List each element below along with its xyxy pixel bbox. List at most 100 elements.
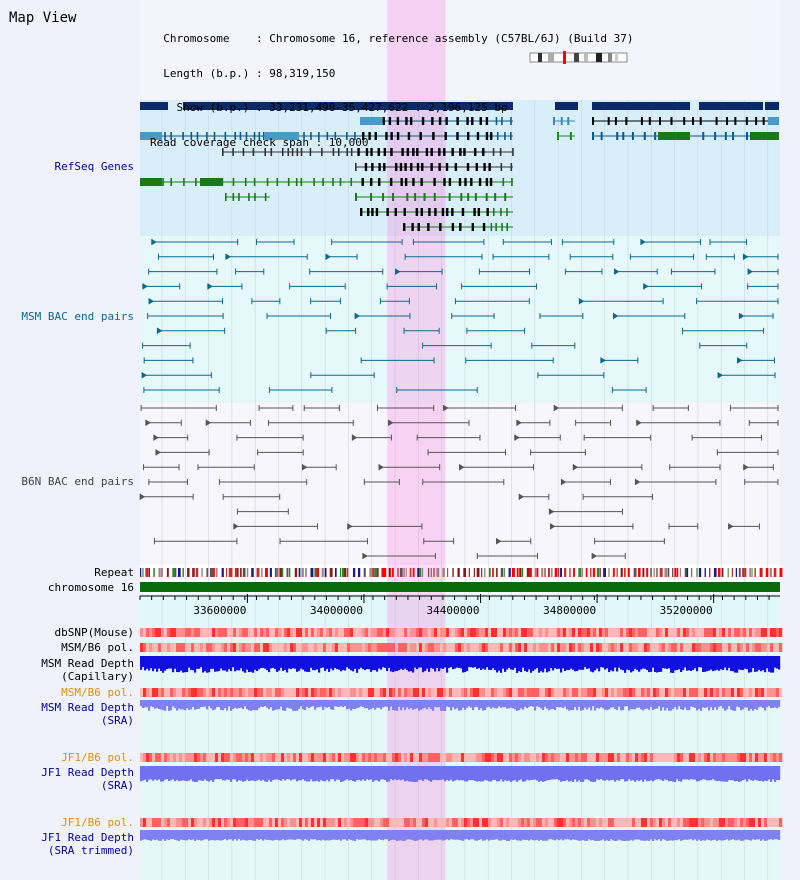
exon bbox=[382, 193, 385, 201]
label-msm-pol-2[interactable]: MSM/B6 pol. bbox=[61, 686, 134, 699]
pol-cell bbox=[641, 688, 645, 697]
pol-cell bbox=[512, 753, 516, 762]
pol-cell bbox=[716, 643, 720, 652]
exon bbox=[350, 148, 353, 156]
refseq-gene-block bbox=[555, 102, 578, 110]
pol-cell bbox=[176, 628, 180, 637]
depth-bar bbox=[744, 766, 747, 780]
depth-bar bbox=[532, 656, 535, 671]
label-jf1-pol[interactable]: JF1/B6 pol. bbox=[61, 751, 134, 764]
pol-cell bbox=[650, 818, 654, 827]
label-msm-bac[interactable]: MSM BAC end pairs bbox=[21, 310, 134, 323]
pol-cell bbox=[452, 628, 456, 637]
depth-bar bbox=[560, 700, 563, 708]
depth-bar bbox=[206, 830, 209, 840]
label-refseq-genes[interactable]: RefSeq Genes bbox=[54, 160, 134, 173]
pol-cell bbox=[560, 818, 564, 827]
bac-arrow bbox=[573, 464, 579, 471]
depth-bar bbox=[152, 656, 155, 672]
pol-cell bbox=[479, 688, 483, 697]
pol-cell bbox=[194, 753, 198, 762]
label-jf1-depth-trimmed[interactable]: JF1 Read Depth (SRA trimmed) bbox=[0, 831, 134, 857]
label-msm-depth-capillary[interactable]: MSM Read Depth (Capillary) bbox=[0, 657, 134, 683]
pol-cell bbox=[704, 818, 708, 827]
depth-bar bbox=[612, 656, 615, 672]
pol-cell bbox=[338, 688, 342, 697]
depth-bar bbox=[744, 656, 747, 669]
depth-bar bbox=[640, 830, 643, 841]
depth-bar bbox=[774, 700, 777, 708]
depth-bar bbox=[712, 656, 715, 672]
depth-bar bbox=[634, 656, 637, 669]
depth-bar bbox=[632, 656, 635, 672]
pol-cell bbox=[188, 818, 192, 827]
pol-cell bbox=[341, 628, 345, 637]
depth-bar bbox=[580, 766, 583, 782]
pol-cell bbox=[509, 628, 513, 637]
depth-bar bbox=[660, 766, 663, 780]
depth-bar bbox=[348, 830, 351, 840]
depth-bar bbox=[288, 830, 291, 840]
depth-bar bbox=[540, 700, 543, 709]
depth-bar bbox=[688, 700, 691, 711]
label-b6n-bac[interactable]: B6N BAC end pairs bbox=[21, 475, 134, 488]
pol-cell bbox=[680, 628, 684, 637]
pol-cell bbox=[473, 818, 477, 827]
depth-bar bbox=[272, 766, 275, 780]
pol-cell bbox=[743, 753, 747, 762]
label-msm-pol[interactable]: MSM/B6 pol. bbox=[61, 641, 134, 654]
label-dbsnp[interactable]: dbSNP(Mouse) bbox=[54, 626, 134, 639]
depth-bar bbox=[778, 830, 781, 841]
pol-cell bbox=[287, 753, 291, 762]
depth-bar bbox=[734, 830, 737, 841]
pol-cell bbox=[539, 818, 543, 827]
exon bbox=[670, 117, 673, 125]
depth-bar bbox=[538, 766, 541, 782]
pol-cell bbox=[761, 628, 765, 637]
pol-cell bbox=[158, 753, 162, 762]
pol-cell bbox=[254, 688, 258, 697]
depth-bar bbox=[620, 766, 623, 780]
pol-cell bbox=[449, 688, 453, 697]
depth-bar bbox=[776, 656, 779, 669]
pol-cell bbox=[638, 628, 642, 637]
pol-cell bbox=[710, 818, 714, 827]
pol-cell bbox=[629, 688, 633, 697]
depth-bar bbox=[772, 700, 775, 708]
depth-bar bbox=[630, 700, 633, 710]
repeat-element bbox=[242, 568, 246, 577]
exon bbox=[404, 178, 408, 186]
repeat-element bbox=[187, 568, 190, 577]
pol-cell bbox=[221, 753, 225, 762]
depth-bar bbox=[654, 830, 657, 840]
depth-bar bbox=[452, 700, 455, 708]
exon bbox=[466, 163, 470, 171]
pol-cell bbox=[158, 628, 162, 637]
label-chromosome[interactable]: chromosome 16 bbox=[47, 581, 134, 594]
depth-bar bbox=[622, 766, 625, 780]
label-repeat[interactable]: Repeat bbox=[94, 566, 134, 579]
depth-bar bbox=[248, 766, 251, 782]
pol-cell bbox=[596, 688, 600, 697]
depth-bar bbox=[428, 830, 431, 841]
depth-bar bbox=[562, 830, 565, 841]
pol-cell bbox=[530, 818, 534, 827]
label-jf1-depth-sra[interactable]: JF1 Read Depth (SRA) bbox=[0, 766, 134, 792]
pol-cell bbox=[389, 688, 393, 697]
depth-bar bbox=[592, 656, 595, 673]
depth-bar bbox=[750, 766, 753, 781]
pol-cell bbox=[176, 753, 180, 762]
depth-bar bbox=[696, 700, 699, 711]
exon bbox=[441, 208, 445, 216]
pol-cell bbox=[281, 688, 285, 697]
bac-arrow bbox=[145, 419, 151, 426]
pol-cell bbox=[353, 688, 357, 697]
exon bbox=[332, 148, 335, 156]
pol-cell bbox=[233, 628, 237, 637]
depth-bar bbox=[712, 766, 715, 780]
pol-cell bbox=[197, 643, 201, 652]
repeat-element bbox=[430, 568, 432, 577]
label-msm-depth-sra[interactable]: MSM Read Depth (SRA) bbox=[0, 701, 134, 727]
label-jf1-pol-2[interactable]: JF1/B6 pol. bbox=[61, 816, 134, 829]
